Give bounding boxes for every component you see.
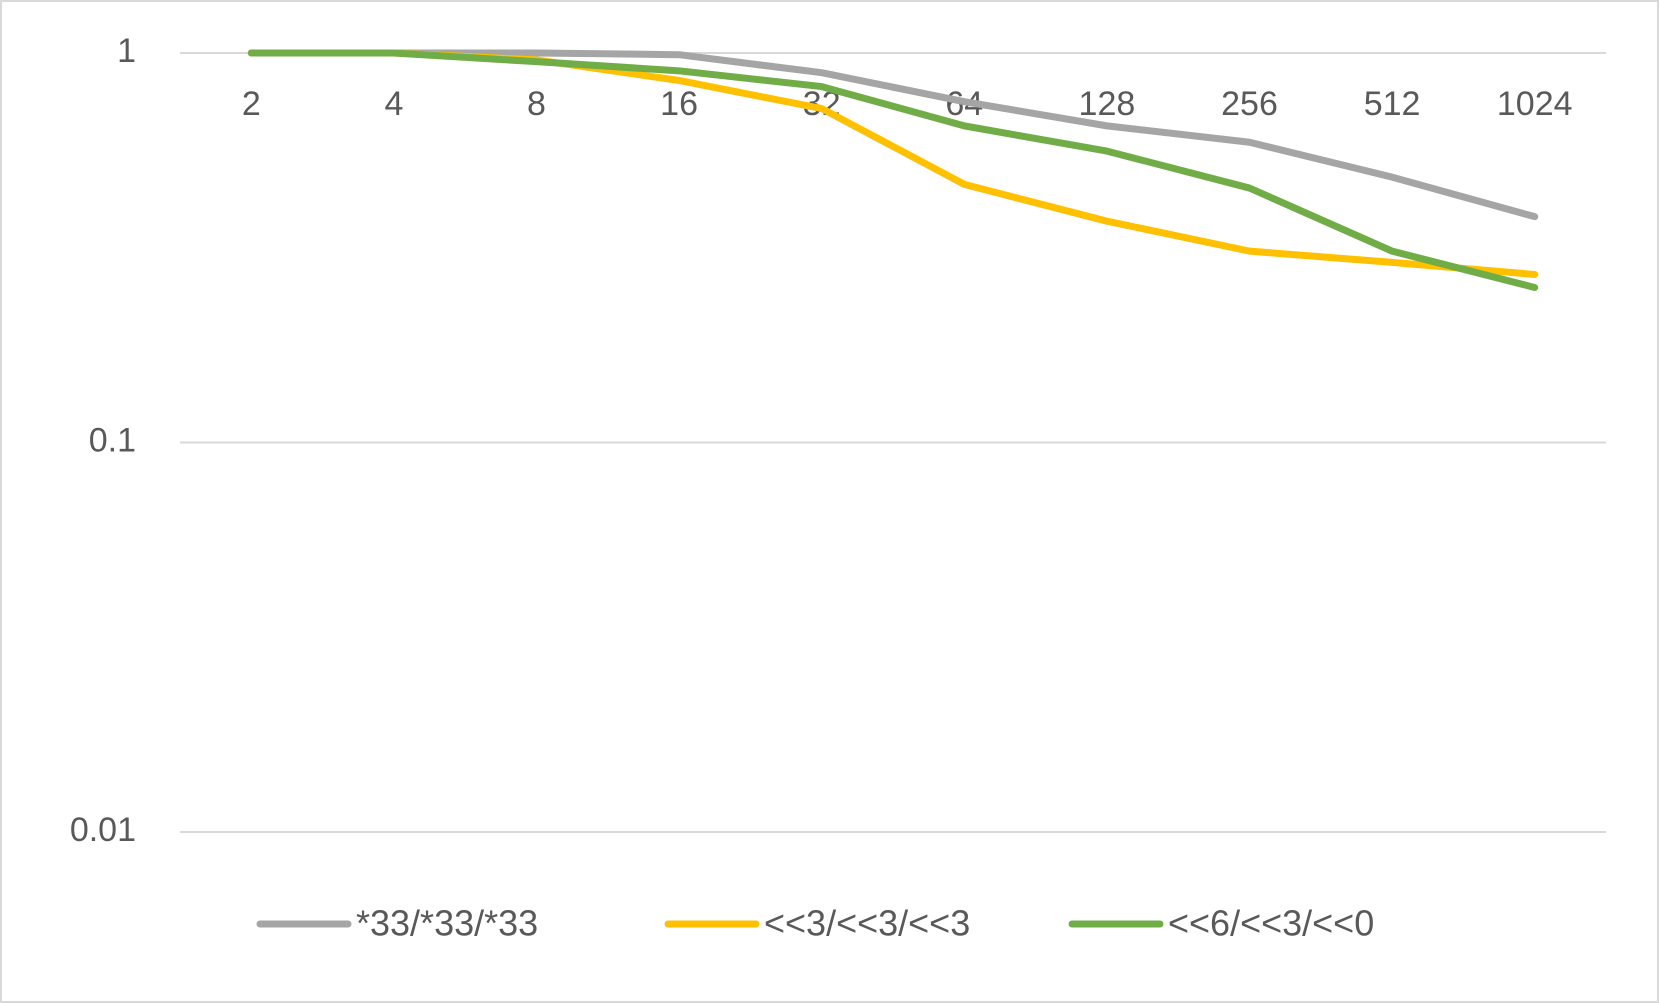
legend-label: <<6/<<3/<<0	[1168, 903, 1374, 944]
y-tick-label: 0.01	[70, 811, 136, 849]
x-tick-label: 16	[660, 85, 698, 123]
series-line	[247, 49, 1539, 292]
legend-label: <<3/<<3/<<3	[764, 903, 970, 944]
x-tick-label: 2	[242, 85, 261, 123]
y-tick-label: 1	[117, 32, 136, 70]
x-tick-label: 8	[527, 85, 546, 123]
x-tick-label: 512	[1364, 85, 1421, 123]
x-tick-label: 1024	[1497, 85, 1573, 123]
legend-label: *33/*33/*33	[356, 903, 538, 944]
x-tick-label: 128	[1079, 85, 1136, 123]
x-tick-label: 256	[1221, 85, 1278, 123]
y-tick-label: 0.1	[89, 421, 136, 459]
x-tick-label: 4	[384, 85, 403, 123]
